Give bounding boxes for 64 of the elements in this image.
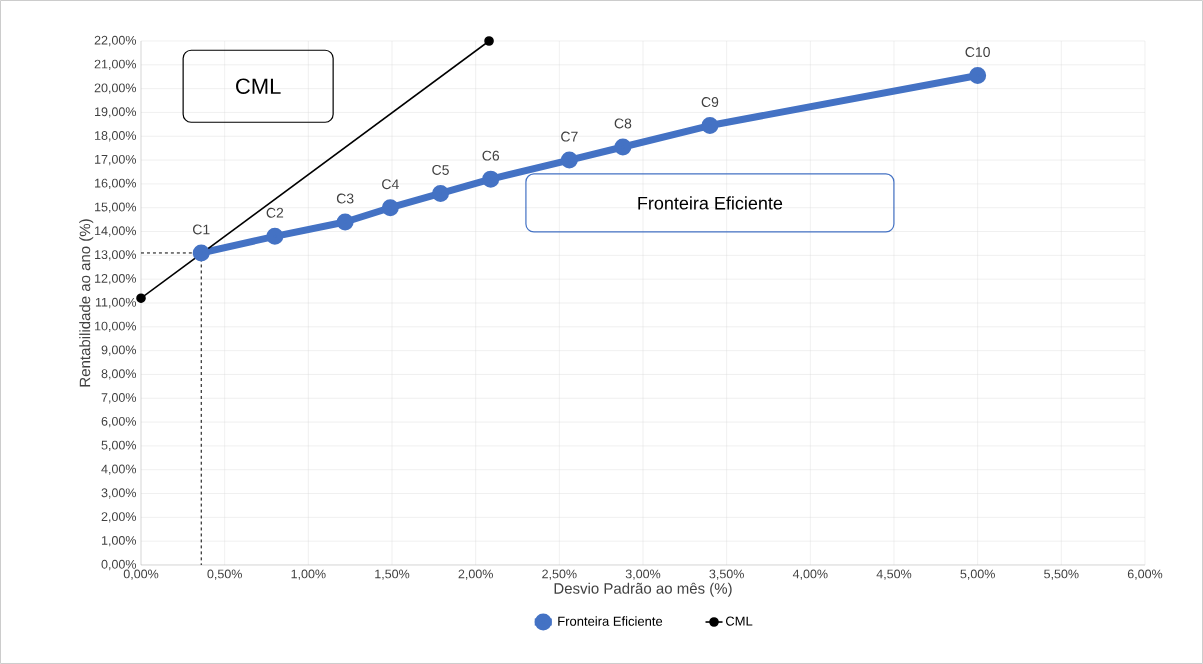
x-axis-title: Desvio Padrão ao mês (%) [554,582,732,597]
data-label: C2 [266,207,284,218]
y-tick-label: 7,00% [101,393,137,404]
x-tick-label: 1,50% [375,569,410,580]
point [484,36,494,46]
annotation: Fronteira Eficiente [638,196,783,210]
y-tick-label: 13,00% [95,250,137,261]
y-tick-label: 9,00% [101,345,137,356]
data-label: C3 [336,193,354,204]
x-tick-label: 2,00% [458,569,493,580]
data-label: C5 [432,164,449,175]
y-tick-label: 15,00% [95,202,137,213]
data-label: C7 [561,131,578,142]
data-label: C1 [193,224,210,235]
x-tick-label: 4,00% [792,569,828,580]
x-tick-label: 1,00% [291,569,326,580]
y-tick-label: 18,00% [95,131,137,142]
y-tick-label: 22,00% [94,35,137,47]
y-tick-label: 16,00% [95,178,137,190]
x-tick-label: 0,00% [123,569,159,580]
data-label: C4 [382,179,399,190]
data-label: C6 [482,150,500,161]
point [482,170,500,188]
point [192,244,210,262]
point [701,117,719,135]
y-tick-label: 2,00% [101,512,137,523]
y-tick-label: 8,00% [101,369,137,380]
point [432,184,450,202]
y-tick-label: 5,00% [101,440,137,452]
point [560,151,578,169]
x-tick-label: 3,00% [625,569,661,580]
legend-label: CML [725,616,753,626]
legend-label: Fronteira Eficiente [558,616,663,626]
y-tick-label: 4,00% [101,464,137,475]
y-tick-label: 1,00% [101,536,137,547]
y-tick-label: 6,00% [101,416,137,428]
y-tick-label: 10,00% [95,321,137,332]
point [336,213,354,231]
y-axis-title: Rentabilidade ao ano (%) [79,219,94,387]
y-tick-label: 21,00% [94,59,137,70]
x-tick-label: 0,50% [207,569,242,580]
x-tick-label: 6,00% [1127,569,1163,580]
x-tick-label: 5,50% [1044,569,1079,580]
data-label: C10 [965,47,990,57]
y-tick-label: 20,00% [94,83,137,94]
y-tick-label: 14,00% [95,226,137,237]
x-tick-label: 5,00% [960,569,995,580]
x-tick-label: 3,50% [709,569,744,580]
point [266,227,284,245]
point [136,293,146,304]
point [381,199,399,217]
y-tick-label: 0,00% [101,559,137,571]
x-tick-label: 4,50% [876,569,912,580]
point [969,67,987,85]
y-tick-label: 12,00% [95,274,137,285]
y-tick-label: 3,00% [101,488,137,499]
x-tick-label: 2,50% [542,569,577,580]
annotation: CML [236,78,281,95]
data-label: C8 [614,118,632,129]
y-tick-label: 11,00% [95,297,137,309]
y-tick-label: 19,00% [95,107,137,118]
data-label: C9 [701,97,719,108]
y-tick-label: 17,00% [95,154,137,166]
point [614,138,632,156]
